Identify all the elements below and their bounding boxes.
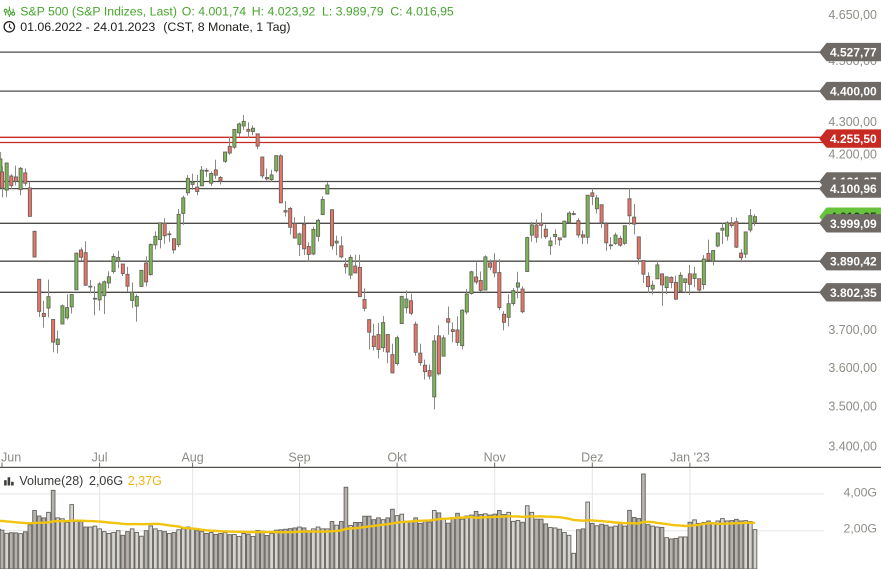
svg-text:Jul: Jul	[92, 450, 108, 464]
svg-text:3.890,42: 3.890,42	[830, 255, 877, 269]
svg-text:H: 4.023,92: H: 4.023,92	[252, 4, 316, 18]
svg-text:3.400,00: 3.400,00	[828, 439, 877, 453]
svg-text:Okt: Okt	[387, 450, 407, 464]
svg-text:3.500,00: 3.500,00	[828, 400, 877, 414]
svg-text:3.700,00: 3.700,00	[828, 323, 877, 337]
svg-text:Jun: Jun	[1, 450, 21, 464]
svg-text:2,00G: 2,00G	[844, 522, 878, 536]
svg-text:4.300,00: 4.300,00	[828, 115, 877, 129]
svg-text:3.600,00: 3.600,00	[828, 361, 877, 375]
svg-text:3.999,09: 3.999,09	[830, 217, 877, 231]
svg-text:4,00G: 4,00G	[844, 485, 878, 499]
svg-text:Sep: Sep	[288, 450, 310, 464]
svg-text:Nov: Nov	[484, 450, 507, 464]
svg-text:(CST, 8 Monate, 1 Tag): (CST, 8 Monate, 1 Tag)	[163, 20, 290, 34]
svg-text:2,06G: 2,06G	[89, 474, 123, 488]
svg-text:Dez: Dez	[581, 450, 603, 464]
svg-text:S&P 500 (S&P Indizes, Last): S&P 500 (S&P Indizes, Last)	[20, 4, 177, 18]
svg-text:4.650,00: 4.650,00	[828, 8, 877, 22]
svg-text:4.200,00: 4.200,00	[828, 147, 877, 161]
svg-text:L: 3.989,79: L: 3.989,79	[322, 4, 384, 18]
svg-text:2,37G: 2,37G	[128, 474, 162, 488]
svg-text:4.100,96: 4.100,96	[830, 182, 877, 196]
svg-text:C: 4.016,95: C: 4.016,95	[390, 4, 454, 18]
svg-text:4.255,50: 4.255,50	[830, 132, 877, 146]
svg-text:O: 4.001,74: O: 4.001,74	[182, 4, 246, 18]
svg-text:01.06.2022 - 24.01.2023: 01.06.2022 - 24.01.2023	[20, 20, 155, 34]
svg-text:3.802,35: 3.802,35	[830, 286, 877, 300]
svg-text:Volume(28): Volume(28)	[19, 474, 83, 488]
svg-text:Jan '23: Jan '23	[670, 450, 710, 464]
svg-text:4.400,00: 4.400,00	[830, 85, 877, 99]
svg-text:Aug: Aug	[181, 450, 203, 464]
svg-text:4.527,77: 4.527,77	[830, 46, 877, 60]
